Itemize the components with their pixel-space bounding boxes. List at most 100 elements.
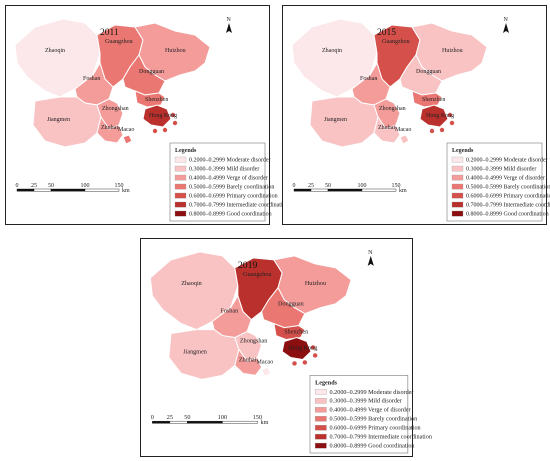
city-label-shenzhen: Shenzhen [145, 97, 168, 103]
scale-unit: km [261, 420, 269, 426]
city-label-jiangmen: Jiangmen [324, 117, 347, 123]
city-label-zhongshan: Zhongshan [240, 339, 267, 345]
scale-tick-label: 150 [253, 415, 262, 421]
map-shapes: Zhaoqin Guangzhou Huizhou Foshan Dongguan Jia… [291, 17, 550, 222]
legend-item-label: 0.6000–0.6999 Primary coordination [330, 426, 421, 432]
city-label-zhongshan: Zhongshan [102, 106, 129, 112]
island-shape [172, 120, 178, 126]
legend-swatch [314, 433, 327, 440]
scale-tick-label: 100 [81, 183, 90, 189]
city-label-macao: Macao [395, 127, 411, 133]
island-shape [302, 360, 308, 365]
scale-tick-label: 25 [308, 183, 314, 189]
island-shape [447, 112, 453, 118]
map-shapes: Zhaoqin Guangzhou Huizhou Foshan Dongguan Jia… [14, 17, 289, 222]
city-label-huizhou: Huizhou [165, 48, 186, 54]
legend-swatch [314, 424, 327, 431]
island-shape [292, 361, 297, 366]
legend-swatch [451, 201, 464, 208]
city-label-hongkong: Hong Kong [149, 113, 177, 119]
legend-swatch [314, 442, 327, 449]
legend-swatch [451, 210, 464, 217]
scale-segment [33, 188, 52, 192]
north-arrow-icon [226, 23, 232, 33]
island-shape [162, 127, 168, 133]
city-label-guangzhou: Guangzhou [243, 272, 271, 278]
north-arrow-icon [367, 255, 374, 266]
city-label-macao: Macao [118, 127, 134, 133]
city-label-huizhou: Huizhou [442, 48, 463, 54]
city-label-dongguan: Dongguan [139, 69, 164, 75]
map-svg: Zhaoqin Guangzhou Huizhou Foshan Dongguan Jia… [149, 250, 432, 454]
legend-box [446, 142, 543, 222]
scale-segment [187, 420, 223, 424]
city-label-zhaoqin: Zhaoqin [181, 281, 202, 287]
city-label-zhuhai: Zhuhai [101, 125, 118, 131]
legend-box [309, 375, 409, 454]
legend-item-label: 0.5000–0.5999 Barely coordination [330, 417, 418, 423]
scale-tick-label: 50 [48, 183, 54, 189]
city-label-guangzhou: Guangzhou [382, 39, 410, 45]
legend-item-label: 0.7000–0.7999 Intermediate coordination [330, 435, 432, 441]
city-label-jiangmen: Jiangmen [183, 350, 207, 356]
city-macao [122, 134, 133, 145]
legend-item-label: 0.5000–0.5999 Barely coordination [189, 185, 274, 191]
city-label-zhongshan: Zhongshan [379, 106, 406, 112]
map-svg: Zhaoqin Guangzhou Huizhou Foshan Dongguan Jia… [14, 17, 289, 222]
city-label-foshan: Foshan [83, 76, 100, 82]
legend-item-label: 0.3000–0.3999 Mild disorder [330, 399, 402, 405]
map-panel-2011: Zhaoqin Guangzhou Huizhou Foshan Dongguan Jia… [5, 5, 289, 225]
scale-tick-label: 25 [31, 183, 37, 189]
island-shape [312, 353, 318, 358]
city-label-hongkong: Hong Kong [288, 346, 317, 352]
city-label-zhuhai: Zhuhai [378, 125, 395, 131]
legend-item-label: 0.6000–0.6999 Primary coordination [466, 194, 550, 200]
legend-item-label: 0.4000–0.4999 Verge of disorder [330, 407, 411, 414]
city-label-jiangmen: Jiangmen [47, 117, 70, 123]
map-year: 2011 [100, 28, 119, 38]
city-label-guangzhou: Guangzhou [105, 39, 133, 45]
legend-item-label: 0.8000–0.8999 Good coordination [330, 444, 415, 450]
legend-item-label: 0.4000–0.4999 Verge of disorder [189, 175, 268, 182]
scale-segment [169, 420, 188, 424]
map-year: 2019 [238, 260, 258, 271]
city-label-shenzhen: Shenzhen [284, 330, 308, 336]
scale-segment [16, 188, 35, 192]
scale-tick-label: 0 [16, 183, 19, 189]
scale-unit: km [122, 188, 130, 194]
legend-swatch [174, 201, 187, 208]
map-panel-2019: Zhaoqin Guangzhou Huizhou Foshan Dongguan Jia… [140, 238, 432, 457]
north-arrow-icon [503, 23, 509, 33]
scale-segment [310, 188, 329, 192]
scale-segment [293, 188, 312, 192]
scale-tick-label: 0 [151, 415, 154, 421]
legend-swatch [174, 156, 187, 163]
city-label-shenzhen: Shenzhen [422, 97, 445, 103]
legend-item-label: 0.2000–0.2999 Moderate disorder [189, 158, 271, 164]
legend-swatch [451, 192, 464, 199]
island-shape [310, 345, 316, 350]
scale-tick-label: 100 [218, 415, 227, 421]
legend-title: Legends [175, 148, 197, 154]
legend-swatch [174, 165, 187, 172]
city-label-dongguan: Dongguan [278, 302, 304, 308]
map-svg: Zhaoqin Guangzhou Huizhou Foshan Dongguan Jia… [291, 17, 550, 222]
legend-swatch [314, 398, 327, 404]
city-label-foshan: Foshan [360, 76, 377, 82]
island-shape [439, 127, 445, 133]
island-shape [152, 128, 158, 134]
map-panel-2015: Zhaoqin Guangzhou Huizhou Foshan Dongguan Jia… [282, 5, 550, 225]
legend-swatch [451, 165, 464, 172]
legend-item-label: 0.3000–0.3999 Mild disorder [466, 167, 536, 173]
legend-swatch [451, 183, 464, 190]
scale-tick-label: 150 [392, 183, 401, 189]
map-shapes: Zhaoqin Guangzhou Huizhou Foshan Dongguan Jia… [149, 250, 432, 454]
legend-item-label: 0.4000–0.4999 Verge of disorder [466, 175, 545, 182]
legend-swatch [314, 407, 327, 413]
scale-segment [152, 420, 171, 424]
city-shenzhen [134, 90, 166, 108]
legend-swatch [314, 389, 327, 395]
city-zhuhai [96, 115, 124, 144]
city-macao [399, 134, 410, 145]
city-label-dongguan: Dongguan [416, 69, 441, 75]
